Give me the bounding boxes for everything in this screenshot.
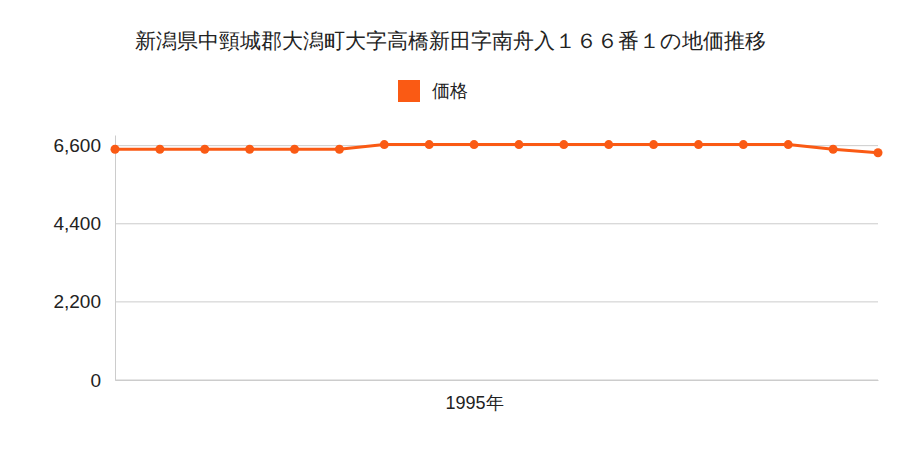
point [470, 140, 479, 149]
y-tick-label: 4,400 [53, 213, 101, 234]
y-tick-label: 0 [90, 370, 101, 391]
point [784, 140, 793, 149]
x-tick: 1995年 [446, 380, 504, 413]
point [111, 145, 120, 154]
grid-line [115, 301, 878, 302]
point [829, 145, 838, 154]
y-tick: 4,400 [53, 213, 115, 234]
chart: 新潟県中頸城郡大潟町大字高橋新田字南舟入１６６番１の地価推移価格 0 2,200 4,… [0, 0, 900, 450]
y-axis-line [115, 136, 116, 381]
point [290, 145, 299, 154]
grid [115, 146, 878, 380]
point [739, 140, 748, 149]
y-tick-label: 6,600 [53, 135, 101, 156]
point [604, 140, 613, 149]
x-axis-line [116, 380, 879, 381]
x-axis: 1995年 [116, 380, 879, 413]
y-tick-label: 2,200 [53, 291, 101, 312]
grid-line [115, 223, 878, 224]
y-tick: 2,200 [53, 291, 115, 312]
grid-line [115, 380, 878, 381]
x-tick-label: 1995年 [446, 393, 504, 413]
y-axis: 0 2,200 4,400 6,600 [53, 135, 115, 390]
point [559, 140, 568, 149]
y-tick: 6,600 [53, 135, 115, 156]
point [514, 140, 523, 149]
point [694, 140, 703, 149]
y-tick: 0 [90, 370, 115, 391]
legend-label: 価格 [432, 80, 468, 101]
point [155, 145, 164, 154]
legend-swatch [398, 80, 420, 102]
plot-area [111, 140, 883, 157]
title: 新潟県中頸城郡大潟町大字高橋新田字南舟入１６６番１の地価推移 [135, 29, 766, 53]
point [425, 140, 434, 149]
point [874, 148, 883, 157]
line [115, 145, 878, 153]
point [335, 145, 344, 154]
point [380, 140, 389, 149]
point [649, 140, 658, 149]
point [245, 145, 254, 154]
point [200, 145, 209, 154]
legend: 価格 [398, 80, 468, 102]
